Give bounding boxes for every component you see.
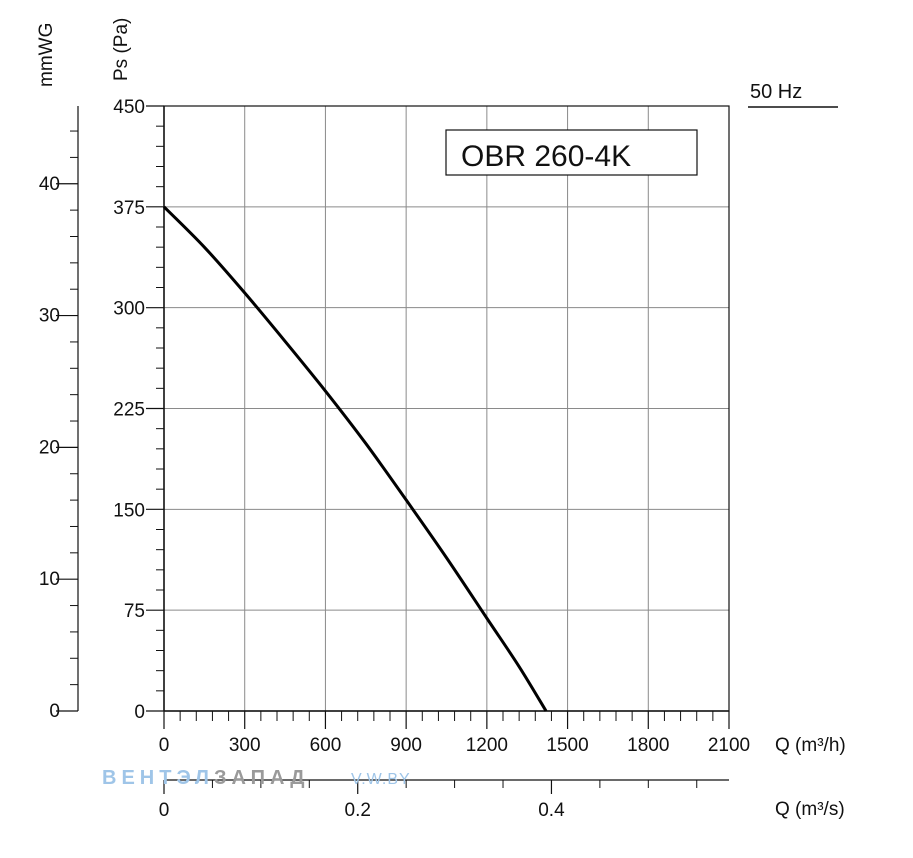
mmwg-tick-label: 10: [39, 569, 60, 590]
mmwg-tick-label: 20: [39, 437, 60, 458]
x-axis-label-m3h: Q (m³/h): [775, 735, 846, 756]
m3s-tick-label: 0.2: [345, 800, 371, 821]
x-tick-label: 900: [390, 735, 422, 756]
y-tick-label: 150: [113, 500, 145, 521]
x-tick-label: 300: [229, 735, 261, 756]
mmwg-tick-label: 40: [39, 174, 60, 195]
fan-curve-line: [162, 205, 548, 712]
watermark-brand: ВЕНТЭЛЗАПАД: [102, 767, 309, 789]
y-tick-label: 300: [113, 299, 145, 320]
x-tick-label: 0: [159, 735, 170, 756]
x-tick-labels: 0 300 600 900 1200 1500 1800 2100: [159, 711, 750, 756]
y-tick-label: 0: [134, 702, 145, 723]
watermark-part-1: ВЕНТЭЛ: [102, 767, 214, 789]
grid: [163, 105, 730, 712]
y-tick-label: 450: [113, 97, 145, 118]
m3s-tick-label: 0: [159, 800, 170, 821]
series-layer: [162, 205, 548, 712]
mmwg-tick-label: 30: [39, 306, 60, 327]
x-tick-label: 1800: [627, 735, 669, 756]
y-tick-label: 375: [113, 198, 145, 219]
ps-axis-label: Ps (Pa): [111, 18, 132, 81]
watermark-part-3: V.W.BY: [351, 771, 411, 788]
x-axis-label-m3s: Q (m³/s): [775, 799, 845, 820]
watermark-site: V.W.BY: [351, 771, 411, 788]
x-tick-label: 2100: [708, 735, 750, 756]
x-tick-label: 1500: [546, 735, 588, 756]
y-tick-label: 225: [113, 400, 145, 421]
model-label: OBR 260-4K: [461, 140, 631, 173]
x-tick-label: 1200: [466, 735, 508, 756]
y-tick-label: 75: [124, 601, 145, 622]
frequency-label: 50 Hz: [750, 81, 802, 103]
m3s-tick-label: 0.4: [538, 800, 565, 821]
watermark-part-2: ЗАПАД: [214, 767, 310, 789]
mmwg-axis-label: mmWG: [36, 23, 57, 87]
mmwg-tick-label: 0: [49, 701, 60, 722]
model-label-box: [445, 129, 698, 176]
y-tick-labels: 0 75 150 225 300 375 450: [113, 97, 164, 723]
x-tick-label: 600: [310, 735, 342, 756]
m3s-axis: 0 0.2 0.4: [159, 779, 729, 821]
minor-ticks: [156, 125, 714, 721]
mmwg-axis: 0 10 20 30 40: [39, 106, 79, 722]
